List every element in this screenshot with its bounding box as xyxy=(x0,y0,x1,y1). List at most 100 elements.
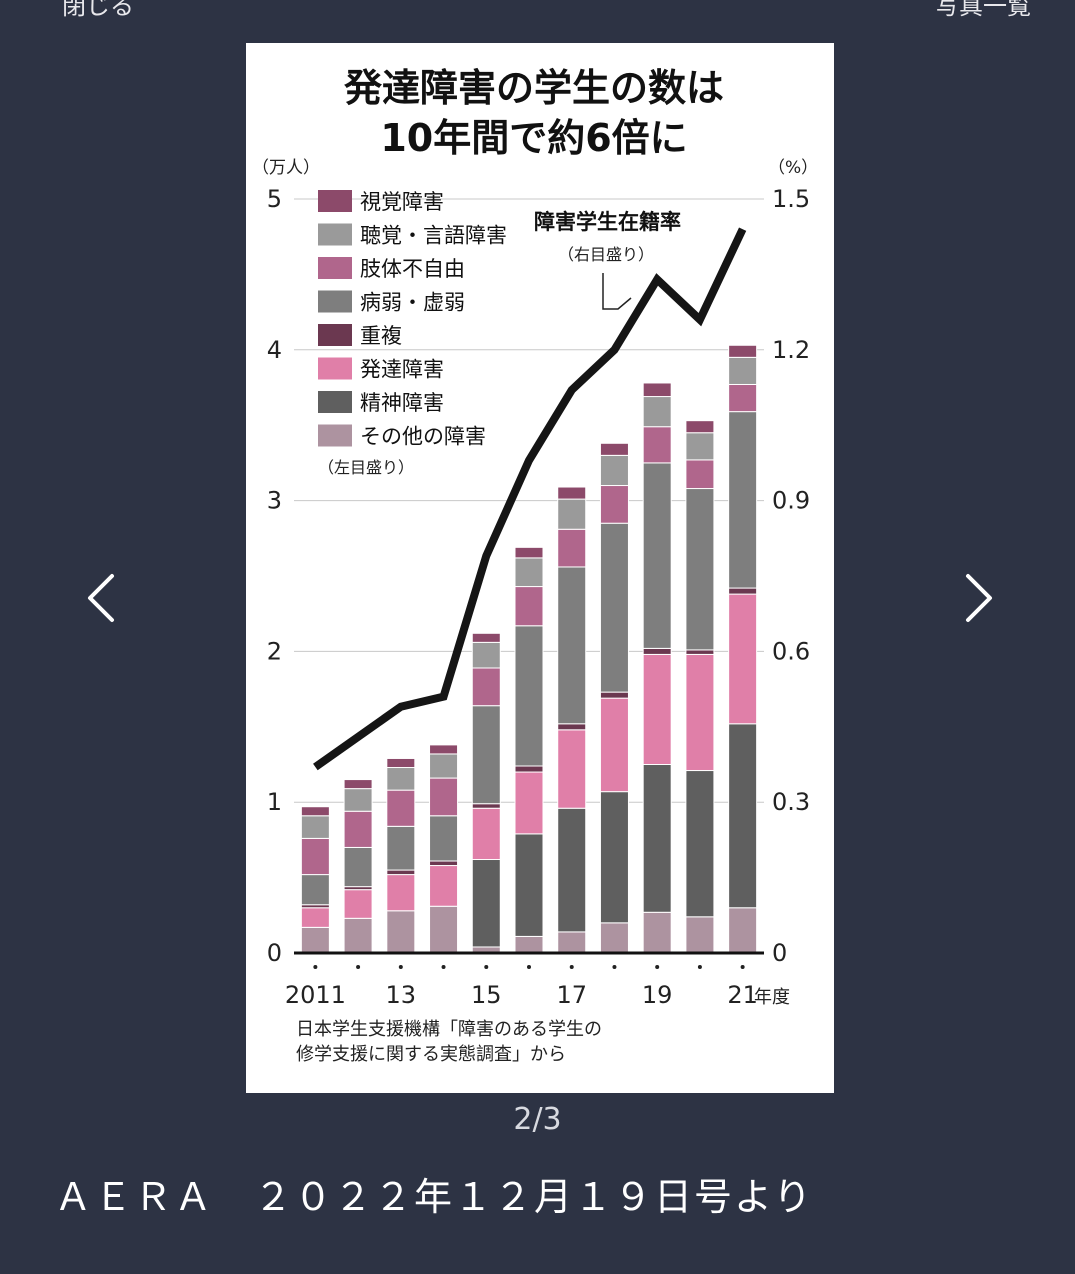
right-axis-unit: （%） xyxy=(768,158,818,178)
y-tick-label: 4 xyxy=(267,336,282,364)
photo-list-button[interactable]: 写真一覧 xyxy=(935,0,1031,20)
bar-segment-limb xyxy=(728,383,758,413)
line-label-leader xyxy=(602,273,632,310)
y2-tick-label: 0.9 xyxy=(772,487,810,515)
left-axis-unit: （万人） xyxy=(252,158,320,178)
y2-tick-label: 0.3 xyxy=(772,788,810,816)
bar-segment-visual xyxy=(429,744,459,755)
legend-swatch-mental xyxy=(318,391,352,413)
legend-swatch-visual xyxy=(318,190,352,212)
bar-segment-illness xyxy=(728,411,758,589)
bar-segment-limb xyxy=(343,810,373,848)
y-tick-label: 2 xyxy=(267,637,282,665)
bar-segment-other xyxy=(386,910,416,954)
close-button[interactable]: 閉じる xyxy=(62,0,134,20)
bar-segment-visual xyxy=(685,420,715,434)
bar-segment-illness xyxy=(343,846,373,888)
chevron-right-icon[interactable] xyxy=(948,568,1008,628)
y2-tick-label: 1.2 xyxy=(772,336,810,364)
bar-segment-hearing xyxy=(642,396,672,428)
bar-segment-limb xyxy=(300,837,330,876)
bar-segment-developmental xyxy=(429,865,459,907)
chart-image: 0 1 2 3 4 5 0 0.3 0.6 0.9 1.2 1.5 2011 13 15 17 19 21 発達障… xyxy=(246,43,834,1093)
bar-segment-other xyxy=(685,916,715,954)
legend-label-visual: 視覚障害 xyxy=(360,190,444,214)
legend-swatch-hearing xyxy=(318,223,352,246)
bar-segment-developmental xyxy=(728,593,758,725)
bar-segment-mental xyxy=(471,859,501,948)
x-tick-dot xyxy=(484,965,489,969)
bar-segment-other xyxy=(343,917,373,954)
bar-segment-limb xyxy=(599,485,629,524)
bar-segment-mental xyxy=(599,791,629,924)
bar-segment-developmental xyxy=(514,771,544,835)
line-series-rate xyxy=(313,227,747,771)
legend-swatch-multiple xyxy=(318,324,352,346)
bar-segment-multiple xyxy=(557,723,587,731)
bar-segment-visual xyxy=(514,546,544,559)
legend-swatch-illness xyxy=(318,290,352,313)
bar-segment-hearing xyxy=(728,356,758,385)
bar-segment-other xyxy=(429,905,459,954)
x-tick-label: 17 xyxy=(556,981,587,1009)
bar-segment-illness xyxy=(429,815,459,862)
bar-segment-visual xyxy=(343,779,373,790)
bar-segment-illness xyxy=(599,522,629,693)
legend-swatch-developmental xyxy=(318,357,352,380)
x-tick-label: 13 xyxy=(386,981,417,1009)
bar-segment-multiple xyxy=(386,869,416,876)
line-axis-note: （右目盛り） xyxy=(558,245,654,264)
image-caption: ＡＥＲＡ ２０２２年１２月１９日号より xyxy=(54,1175,814,1219)
y-tick-label: 3 xyxy=(267,487,282,515)
bar-segment-illness xyxy=(386,825,416,871)
chevron-left-icon[interactable] xyxy=(72,568,132,628)
x-tick-dot xyxy=(569,965,574,969)
bar-segment-mental xyxy=(642,764,672,913)
bar-segment-multiple xyxy=(642,647,672,655)
bar-segment-visual xyxy=(471,632,501,643)
y-tick-label: 1 xyxy=(267,788,282,816)
bar-segment-limb xyxy=(429,777,459,817)
bar-segment-other xyxy=(557,931,587,954)
bar-segment-hearing xyxy=(343,788,373,812)
bar-segment-hearing xyxy=(300,815,330,839)
source-line2: 修学支援に関する実態調査」から xyxy=(296,1044,566,1065)
bar-segment-illness xyxy=(642,462,672,649)
bar-segment-hearing xyxy=(386,767,416,791)
bar-segment-multiple xyxy=(471,803,501,809)
x-tick-label: 19 xyxy=(642,981,673,1009)
bar-segment-multiple xyxy=(514,765,544,773)
bar-segment-limb xyxy=(514,586,544,627)
source-line1: 日本学生支援機構「障害のある学生の xyxy=(296,1019,602,1040)
bar-segment-visual xyxy=(557,486,587,500)
bar-segment-mental xyxy=(685,770,715,918)
legend-label-other: その他の障害 xyxy=(360,425,486,449)
bar-segment-developmental xyxy=(386,874,416,912)
bar-segment-limb xyxy=(471,667,501,707)
bar-segment-developmental xyxy=(471,807,501,861)
chart-title-line1: 発達障害の学生の数は xyxy=(344,66,724,110)
bar-segment-other xyxy=(514,935,544,954)
x-tick-label: 2011 xyxy=(285,981,346,1009)
bar-segment-multiple xyxy=(685,649,715,655)
bar-segment-multiple xyxy=(728,587,758,595)
bar-segment-illness xyxy=(471,705,501,805)
x-tick-label: 21 xyxy=(727,981,758,1009)
y2-tick-label: 0 xyxy=(772,939,787,967)
y-tick-label: 0 xyxy=(267,939,282,967)
x-tick-dot xyxy=(398,965,403,969)
x-tick-dot xyxy=(612,965,617,969)
y2-tick-label: 1.5 xyxy=(772,185,810,213)
bar-segment-illness xyxy=(685,488,715,651)
x-tick-dot xyxy=(527,965,531,969)
x-tick-dot xyxy=(697,965,702,969)
legend-swatch-limb xyxy=(318,257,352,279)
bar-segment-visual xyxy=(599,442,629,456)
y2-tick-label: 0.6 xyxy=(772,637,810,665)
x-tick-dot xyxy=(441,965,446,969)
x-tick-dot xyxy=(740,965,745,969)
line-series-label: 障害学生在籍率 xyxy=(534,210,681,234)
bar-segment-visual xyxy=(386,757,416,769)
legend-label-mental: 精神障害 xyxy=(360,391,444,415)
bar-segment-developmental xyxy=(685,653,715,772)
